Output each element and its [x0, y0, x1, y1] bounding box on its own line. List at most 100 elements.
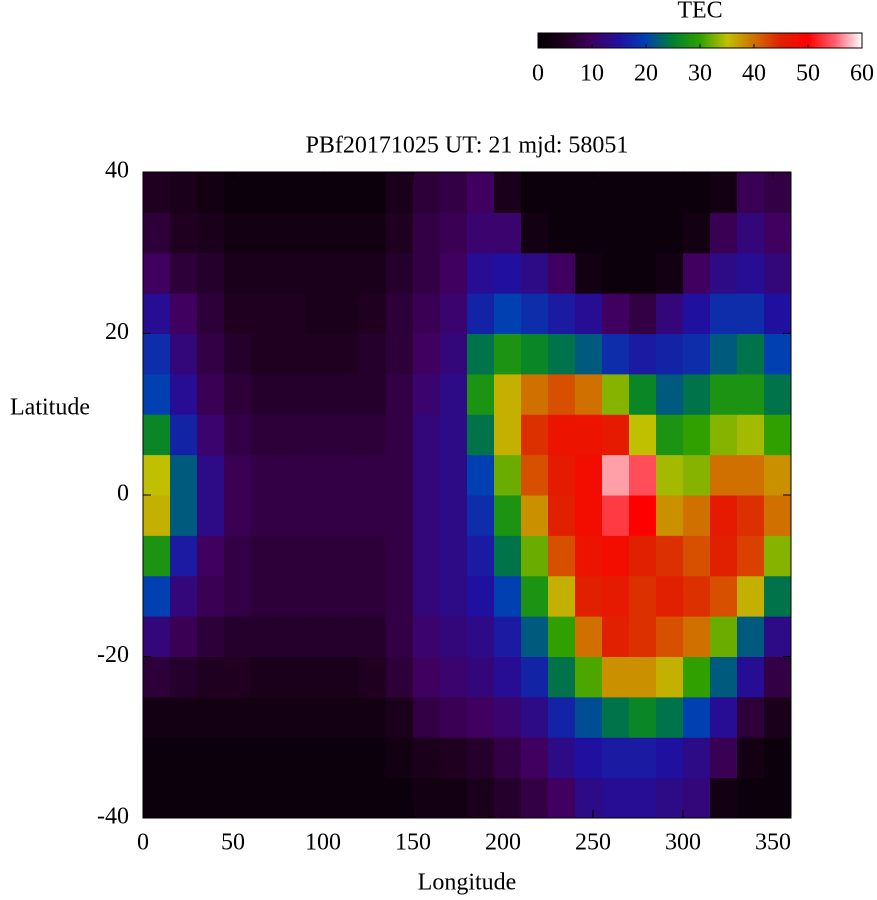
heat-cell [494, 333, 522, 375]
heat-cell [278, 454, 306, 496]
heat-cell [494, 293, 522, 334]
heat-cell [494, 535, 522, 577]
heat-cell [251, 495, 279, 536]
heat-cell [521, 535, 549, 577]
heat-cell [251, 454, 279, 496]
heat-cell [575, 656, 603, 698]
heat-cell [683, 373, 711, 415]
heat-cell [656, 373, 684, 415]
heat-cell [359, 333, 387, 375]
heat-cell [170, 454, 198, 496]
heat-cell [494, 616, 522, 657]
heat-cell [467, 333, 495, 375]
heat-cell [305, 777, 333, 819]
heat-cell [278, 293, 306, 334]
y-tick-label: -20 [97, 642, 129, 668]
heat-cell [737, 172, 765, 213]
heat-cell [683, 575, 711, 617]
heat-cell [467, 172, 495, 213]
heat-cell [494, 777, 522, 819]
heat-cell [197, 656, 225, 698]
x-tick-label: 350 [755, 830, 791, 856]
heat-cell [332, 575, 360, 617]
heat-cell [386, 696, 414, 738]
heat-cell [521, 575, 549, 617]
heat-cell [737, 454, 765, 496]
heat-cell [602, 172, 630, 213]
heat-cell [629, 293, 657, 334]
heat-cell [683, 414, 711, 456]
heat-cell [602, 696, 630, 738]
heat-cell [440, 495, 468, 536]
heat-cell [251, 616, 279, 657]
heat-cell [602, 656, 630, 698]
heat-cell [224, 293, 252, 334]
heat-cell [197, 414, 225, 456]
heat-cell [629, 575, 657, 617]
heat-cell [386, 172, 414, 213]
heat-cell [737, 535, 765, 577]
colorbar-tick-label: 60 [850, 61, 874, 87]
heat-cell [710, 535, 738, 577]
heat-cell [548, 172, 576, 213]
heat-cell [656, 495, 684, 536]
heat-cell [413, 535, 441, 577]
heat-cell [143, 535, 171, 577]
heat-cell [629, 212, 657, 254]
colorbar-label: TEC [677, 0, 722, 24]
heat-cell [251, 333, 279, 375]
heat-cell [683, 737, 711, 779]
heat-cell [197, 575, 225, 617]
heat-cell [629, 616, 657, 657]
heat-cell [683, 293, 711, 334]
heat-cell [224, 373, 252, 415]
x-tick-label: 300 [665, 830, 701, 856]
heat-cell [548, 212, 576, 254]
heat-cell [710, 777, 738, 819]
heat-cell [764, 333, 792, 375]
heat-cell [278, 696, 306, 738]
heat-cell [656, 252, 684, 294]
heat-cell [521, 212, 549, 254]
heat-cell [521, 656, 549, 698]
colorbar-tick-label: 30 [688, 61, 712, 87]
heat-cell [629, 777, 657, 819]
heat-cell [467, 293, 495, 334]
heat-cell [575, 737, 603, 779]
heat-cell [602, 616, 630, 657]
heat-cell [683, 777, 711, 819]
heat-cell [251, 737, 279, 779]
heat-cell [332, 373, 360, 415]
heat-cell [467, 373, 495, 415]
heat-cell [521, 333, 549, 375]
heat-cell [575, 414, 603, 456]
heat-cell [332, 777, 360, 819]
heat-cell [143, 656, 171, 698]
heat-cell [386, 777, 414, 819]
heat-cell [683, 172, 711, 213]
heat-cell [413, 414, 441, 456]
heat-cell [386, 454, 414, 496]
heat-cell [521, 373, 549, 415]
heat-cell [548, 777, 576, 819]
heat-cell [656, 535, 684, 577]
heat-cell [224, 454, 252, 496]
heat-cell [170, 212, 198, 254]
heat-cell [467, 656, 495, 698]
heat-cell [278, 495, 306, 536]
heat-cell [575, 616, 603, 657]
heat-cell [710, 454, 738, 496]
heat-cell [764, 737, 792, 779]
heat-cell [521, 696, 549, 738]
y-tick-label: 0 [117, 481, 129, 507]
heat-cell [521, 616, 549, 657]
heat-cell [494, 454, 522, 496]
heat-cell [332, 212, 360, 254]
colorbar-tick-label: 20 [634, 61, 658, 87]
heat-cell [170, 737, 198, 779]
heat-cell [386, 616, 414, 657]
heat-cell [683, 333, 711, 375]
heat-cell [197, 373, 225, 415]
